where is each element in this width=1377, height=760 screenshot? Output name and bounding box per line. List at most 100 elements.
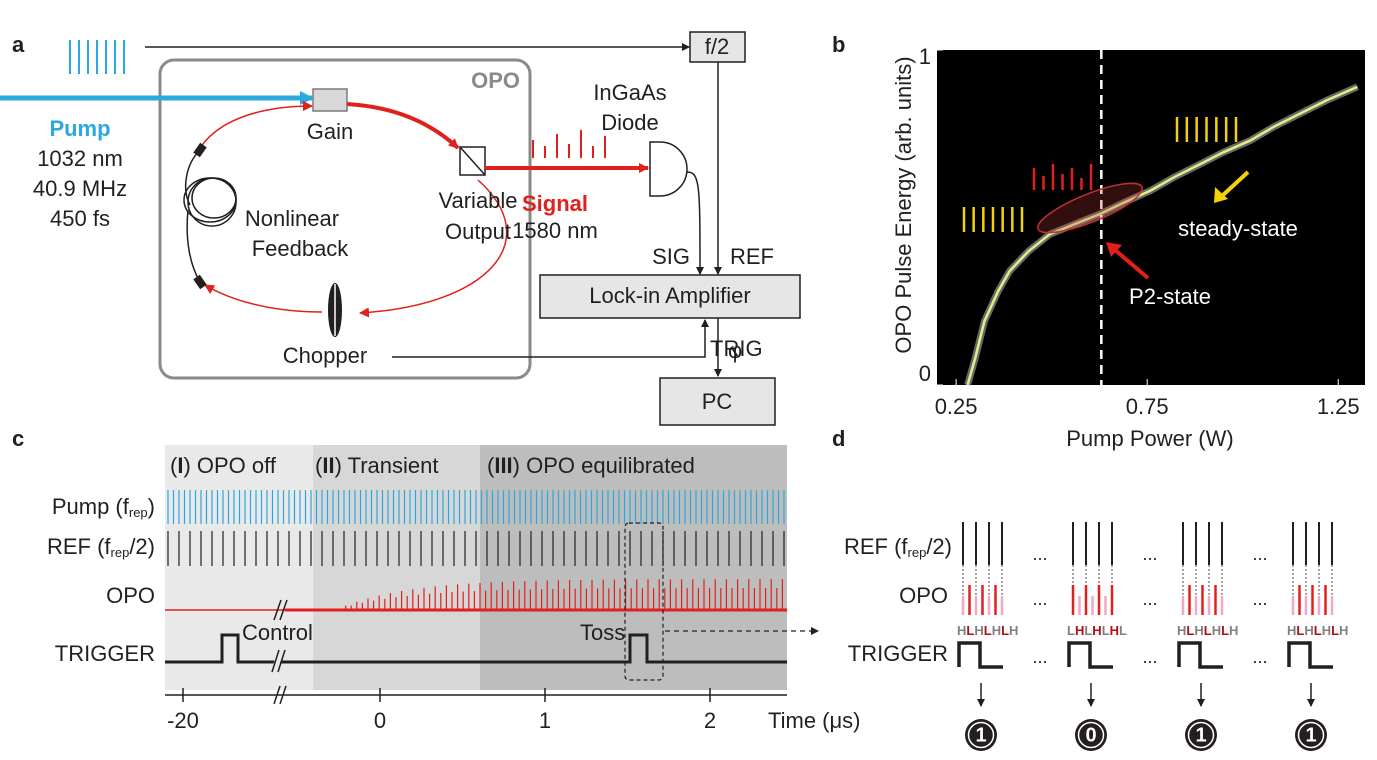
signal-label: Signal [522,191,588,216]
pattern-letter: L [1119,623,1127,638]
y-axis-label: OPO Pulse Energy (arb. units) [891,56,916,353]
phase-label: I [177,453,183,478]
signal-pulses [532,130,606,158]
bit: 1 [1305,724,1316,746]
pump-label: Pump [49,116,110,141]
gain-label: Gain [307,119,353,144]
panel-b: b OPO Pulse Energy (arb. units) Pump Pow… [832,32,1365,451]
row-label: REF (f [47,534,111,559]
pattern-letter: H [1322,623,1331,638]
trigger-pulse [1287,641,1333,669]
cavity-beam [199,101,313,149]
ellipsis: ... [1252,647,1267,667]
x-tick-label: 1 [539,708,551,733]
phase-label: ) Transient [335,453,439,478]
pattern-letter: L [1067,623,1075,638]
fiber-coil [183,149,237,283]
input-label: REF [730,244,774,269]
pattern-letter: H [1092,623,1101,638]
bit-circle [967,721,995,749]
pattern-letter: L [1001,623,1009,638]
pattern-letter: L [1084,623,1092,638]
row-label: OPO [106,583,155,608]
bit-circle [1297,721,1325,749]
pump-spec: 450 fs [50,206,110,231]
phase-label: φ [728,338,742,363]
x-tick-label: 1.25 [1317,394,1360,419]
trigger-trace [165,633,787,664]
pattern-letter: L [1186,623,1194,638]
pattern-letter: H [957,623,966,638]
pc-label: PC [702,389,733,414]
bit: 0 [1085,724,1096,746]
pattern-letter: H [1287,623,1296,638]
panel-label: d [832,426,845,451]
pattern-letter: L [1221,623,1229,638]
bit: 1 [1195,724,1206,746]
diode [649,141,688,197]
row-label: rep [908,545,927,560]
x-axis-label: Pump Power (W) [1066,426,1233,451]
trigger-pulse [1177,641,1223,669]
annotation: steady-state [1178,216,1298,241]
x-axis-label: Time (μs) [768,708,861,733]
pattern-letter: H [1229,623,1238,638]
opo-box [158,58,532,380]
pattern-letter: H [1194,623,1203,638]
annotation-arrow [1113,248,1150,280]
phase-label: (III) OPO equilibrated [487,453,695,478]
pattern: LHLHLHL [1067,623,1127,638]
x-tick-label: -20 [167,708,199,733]
sig-line [686,171,704,275]
lockin-label: Lock-in Amplifier [589,283,750,308]
y-tick-label: 0 [919,361,931,386]
pattern-letter: H [1304,623,1313,638]
row-label: REF (frep/2) [47,534,155,561]
panel-c: c (I) OPO off (II) Transient (III) OPO e… [12,426,861,733]
ellipsis: ... [1032,589,1047,609]
cavity-beam [204,284,323,313]
feedback-label: Nonlinear [245,206,339,231]
pulse-trains [165,490,787,612]
pattern-letter: L [1204,623,1212,638]
x-tick-label: 0.75 [1126,394,1169,419]
pattern-letter: H [974,623,983,638]
annotation-arrow [1220,170,1250,198]
lockin-box [539,274,801,319]
output-label: Variable [438,188,517,213]
row-label: Pump (f [52,494,130,519]
annotation-arrow [1214,187,1228,203]
pattern-letter: H [1110,623,1119,638]
series-line [966,85,1358,386]
output-coupler [459,146,486,176]
pump-pulses [69,40,125,74]
x-tick-label: 0.25 [935,394,978,419]
chopper-label: Chopper [283,343,367,368]
trig-line [392,319,709,358]
x-tick-label: 2 [704,708,716,733]
phase-label: ( [170,453,178,478]
trigger-pulse [1067,641,1113,669]
signal-wavelength: 1580 nm [512,218,598,243]
phase-label: ( [315,453,323,478]
bit-circle [965,719,997,751]
bit-circle [1187,721,1215,749]
pump-spec: 1032 nm [37,146,123,171]
gain-box [312,88,348,112]
annotation-arrow [1106,242,1122,257]
annotation: P2-state [1129,284,1211,309]
phase-label: II [322,453,334,478]
fiber-connector [193,142,207,158]
opo-label: OPO [471,68,520,93]
bit-circle [1075,719,1107,751]
phase-label: (I) OPO off [170,453,277,478]
p2-region [1037,182,1143,234]
phase-label: ( [487,453,495,478]
row-label: rep [111,545,130,560]
panel-label: b [832,32,845,57]
pattern-letter: H [1075,623,1084,638]
row-label: OPO [899,583,948,608]
pattern-letter: L [1331,623,1339,638]
panel-label: c [12,426,24,451]
